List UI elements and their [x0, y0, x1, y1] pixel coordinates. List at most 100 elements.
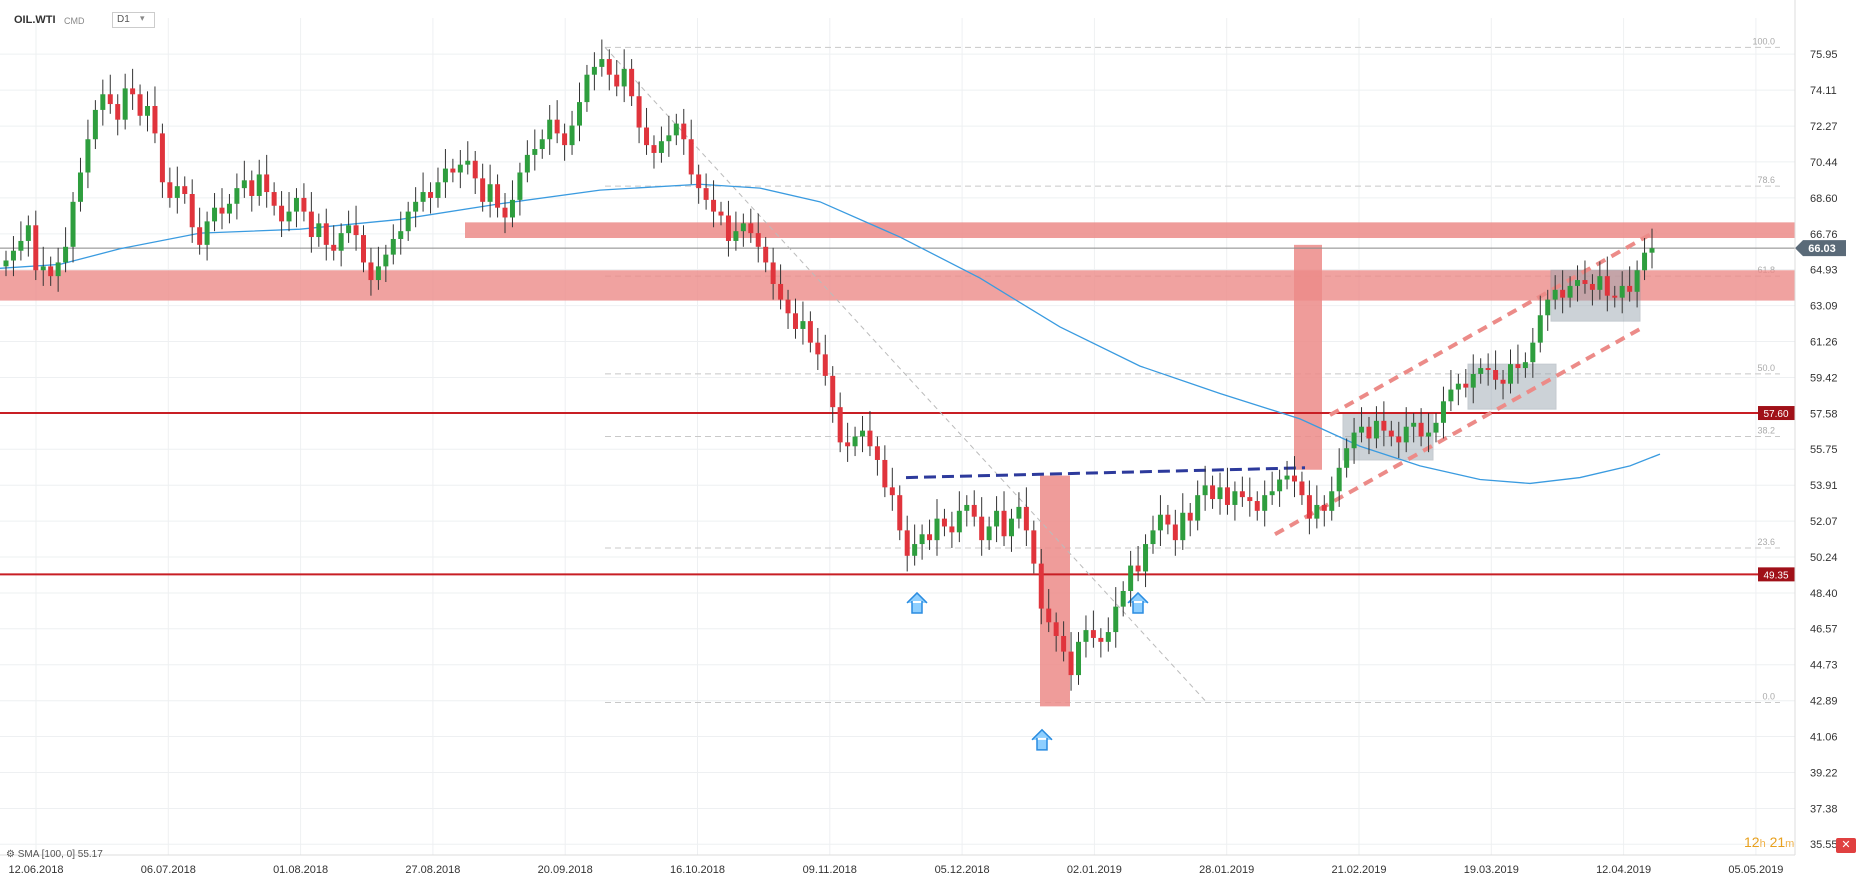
consolidation-box — [1550, 269, 1641, 322]
candle-down — [1135, 565, 1141, 572]
candle-down — [301, 197, 307, 212]
candle-up — [226, 203, 232, 214]
settings-icon[interactable]: ⚙ — [6, 849, 15, 860]
candle-down — [33, 225, 39, 271]
y-tick-label: 48.40 — [1810, 588, 1838, 600]
candle-down — [897, 495, 903, 531]
candle-down — [361, 235, 367, 263]
sma-line — [0, 183, 1661, 485]
lower-resistance-zone — [0, 270, 1795, 301]
time-axis: 12.06.2018 06.07.2018 01.08.2018 27.08.2018… — [0, 854, 1795, 876]
candle-down — [1463, 383, 1469, 388]
candle-down — [1053, 622, 1059, 636]
candle-up — [435, 182, 441, 198]
candle-up — [524, 154, 530, 173]
candle-up — [256, 174, 262, 196]
candle-up — [539, 139, 545, 150]
candle-down — [830, 375, 836, 408]
x-tick-label: 20.09.2018 — [538, 864, 593, 876]
candle-down — [681, 123, 687, 140]
candle-up — [100, 94, 106, 110]
candle-down — [815, 342, 821, 355]
fib-label: 78.6 — [1757, 175, 1775, 185]
candle-up — [1411, 422, 1417, 427]
candle-down — [1396, 436, 1402, 443]
candle-down — [785, 299, 791, 314]
candle-up — [1537, 315, 1543, 343]
candle-timer: 12h 21m — [1744, 834, 1795, 850]
close-icon[interactable]: ✕ — [1836, 838, 1856, 853]
candle-up — [487, 184, 493, 202]
candle-down — [1627, 285, 1633, 292]
y-tick-label: 75.95 — [1810, 49, 1838, 61]
candle-down — [323, 223, 329, 245]
x-tick-label: 12.06.2018 — [8, 864, 63, 876]
candle-down — [1090, 630, 1096, 638]
consolidation-box — [1342, 412, 1434, 461]
candle-up — [3, 260, 9, 267]
candle-down — [189, 194, 195, 228]
candle-up — [1105, 632, 1111, 642]
candle-down — [1038, 563, 1044, 609]
y-tick-label: 37.38 — [1810, 803, 1838, 815]
x-tick-label: 05.12.2018 — [935, 864, 990, 876]
candle-down — [1187, 512, 1193, 521]
candle-down — [1381, 420, 1387, 431]
x-tick-label: 21.02.2019 — [1331, 864, 1386, 876]
candle-down — [1165, 514, 1171, 525]
candle-up — [912, 544, 918, 556]
candle-up — [465, 160, 471, 165]
y-tick-label: 74.11 — [1810, 85, 1837, 97]
candle-down — [1291, 475, 1297, 482]
candle-down — [941, 518, 947, 527]
candle-up — [1634, 270, 1640, 292]
timeframe-select[interactable]: D1 — [112, 12, 155, 28]
candle-down — [48, 266, 54, 277]
candle-up — [405, 211, 411, 232]
candle-up — [1440, 401, 1446, 423]
y-tick-label: 72.27 — [1810, 121, 1838, 133]
candle-up — [1150, 530, 1156, 545]
x-tick-label: 09.11.2018 — [803, 864, 857, 876]
candle-down — [1485, 368, 1491, 371]
channel-lower — [1274, 327, 1641, 537]
candle-up — [457, 164, 463, 173]
candle-up — [994, 510, 1000, 527]
candle-up — [532, 149, 538, 155]
candle-up — [85, 139, 91, 173]
fib-label: 61.8 — [1757, 265, 1775, 275]
candle-down — [651, 145, 657, 153]
y-tick-label: 59.42 — [1810, 372, 1838, 384]
candle-down — [197, 227, 203, 245]
resistance-zones — [0, 222, 1795, 707]
candle-up — [1552, 289, 1558, 300]
candle-down — [1046, 608, 1052, 623]
candle-down — [1254, 501, 1260, 511]
candle-down — [1321, 504, 1327, 511]
y-tick-label: 66.76 — [1810, 229, 1838, 241]
candle-up — [1076, 641, 1082, 676]
indicator-legend[interactable]: ⚙ SMA [100, 0] 55.17 — [6, 849, 103, 860]
channel-upper — [1329, 229, 1657, 417]
candle-down — [264, 174, 270, 193]
candle-up — [860, 430, 866, 437]
candle-down — [696, 174, 702, 189]
candle-down — [1493, 370, 1499, 380]
symbol-label[interactable]: OIL.WTI — [14, 14, 56, 26]
candle-down — [1589, 283, 1595, 290]
candle-up — [956, 510, 962, 533]
candle-down — [159, 133, 165, 183]
candle-up — [420, 192, 426, 202]
candle-up — [1567, 285, 1573, 298]
indicator-label: SMA [100, 0] 55.17 — [17, 849, 103, 860]
candle-up — [1180, 512, 1186, 541]
candle-up — [1157, 514, 1163, 531]
y-tick-label: 46.57 — [1810, 624, 1838, 636]
candle-up — [122, 88, 128, 120]
candle-up — [1143, 544, 1149, 572]
candle-down — [889, 487, 895, 496]
candle-up — [92, 109, 98, 140]
chevron-down-icon[interactable]: ▾ — [140, 13, 145, 23]
